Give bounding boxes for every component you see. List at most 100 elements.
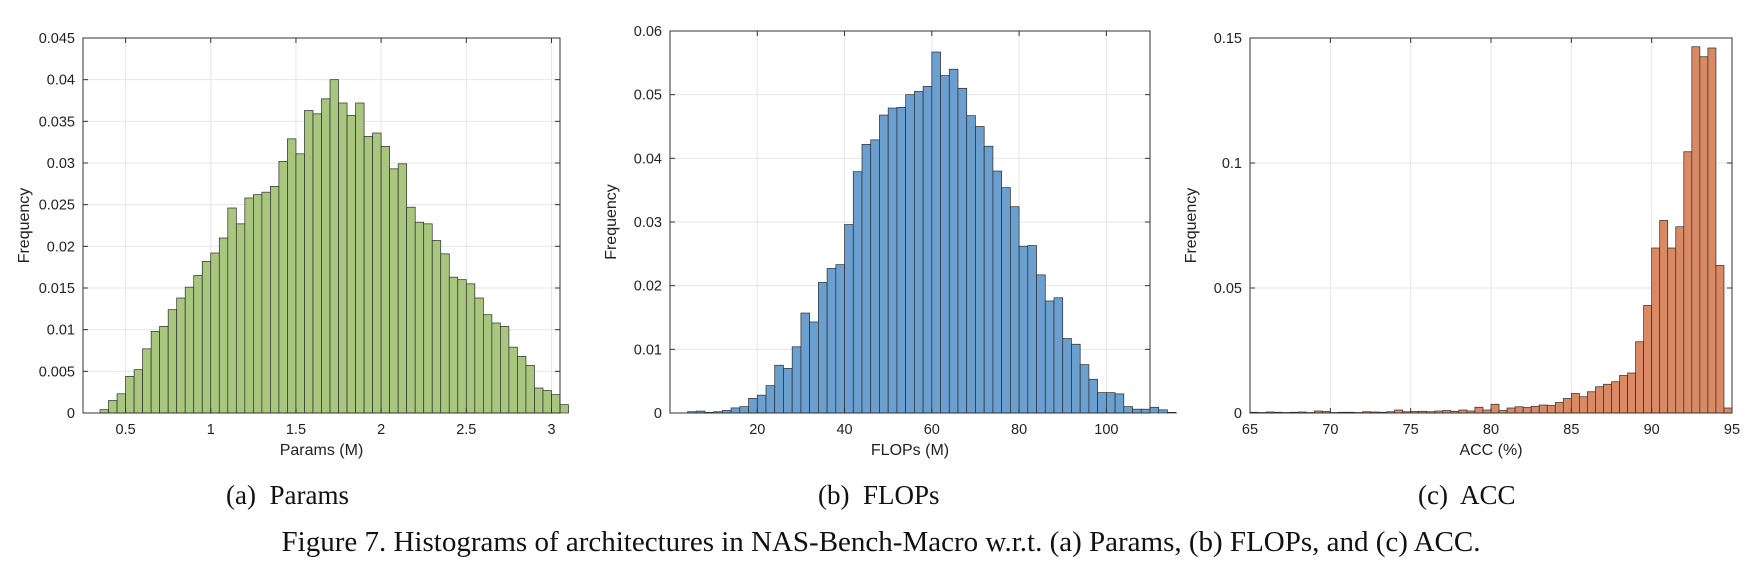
- flops-bar-52: [1140, 408, 1151, 414]
- flops-bar-22: [879, 114, 889, 414]
- params-bar-22: [287, 138, 297, 414]
- flops-bar-51: [1132, 408, 1142, 414]
- acc-bar-51: [1659, 220, 1669, 414]
- acc-bar-30: [1490, 403, 1500, 414]
- flops-bar-11: [783, 368, 793, 414]
- params-bar-28: [338, 102, 348, 414]
- params-bar-27: [329, 79, 339, 414]
- flops-bar-41: [1044, 300, 1055, 414]
- acc-bar-41: [1579, 396, 1588, 414]
- acc-bar-35: [1530, 405, 1540, 414]
- subcaption-params: (a) Params: [226, 480, 349, 510]
- params-bar-48: [508, 346, 518, 414]
- acc-bar-46: [1619, 375, 1628, 414]
- params-bar-30: [355, 102, 365, 414]
- params-xtick-label-0: 0.5: [116, 422, 136, 438]
- acc-xtick-label-4: 85: [1563, 422, 1579, 438]
- params-bar-26: [321, 98, 331, 414]
- params-bar-38: [423, 223, 433, 414]
- flops-bar-18: [844, 224, 854, 414]
- params-bar-54: [559, 404, 569, 414]
- params-bar-23: [295, 153, 305, 414]
- params-bar-10: [184, 286, 195, 414]
- flops-bar-16: [826, 268, 837, 414]
- flops-bar-34: [983, 145, 994, 414]
- flops-bar-5: [730, 407, 741, 414]
- flops-xtick-label-0: 20: [749, 422, 765, 438]
- flops-bar-45: [1079, 364, 1090, 414]
- flops-bar-55: [1167, 412, 1177, 414]
- params-ytick-label-7: 0.035: [39, 114, 75, 130]
- flops-bar-26: [914, 91, 924, 414]
- acc-xtick-label-0: 65: [1242, 422, 1258, 438]
- params-bar-46: [491, 322, 501, 414]
- flops-bar-31: [957, 87, 968, 414]
- params-bar-51: [534, 387, 544, 414]
- acc-bar-47: [1627, 372, 1636, 414]
- flops-bar-44: [1071, 343, 1081, 414]
- flops-bar-20: [861, 143, 872, 414]
- params-bar-5: [142, 348, 152, 414]
- params-bar-19: [261, 191, 271, 414]
- panel-acc: 65 70 75 80 85 90 95 0 0.05 0.1 0.15 ACC (%) Frequen…: [1183, 31, 1740, 459]
- flops-ytick-label-1: 0.01: [634, 342, 662, 358]
- flops-bar-54: [1158, 409, 1168, 414]
- flops-xtick-label-4: 100: [1094, 422, 1118, 438]
- acc-ytick-label-3: 0.15: [1214, 31, 1242, 47]
- flops-bar-39: [1027, 245, 1037, 414]
- params-ylabel: Frequency: [16, 188, 33, 264]
- acc-bar-55: [1691, 46, 1701, 414]
- params-ytick-label-0: 0: [67, 406, 75, 422]
- acc-bar-37: [1546, 405, 1556, 414]
- params-bar-34: [389, 168, 399, 414]
- flops-bar-25: [905, 94, 915, 414]
- flops-bar-24: [896, 107, 906, 414]
- acc-bar-32: [1506, 407, 1516, 414]
- params-bar-4: [133, 369, 143, 414]
- flops-bar-46: [1088, 378, 1098, 414]
- acc-bar-44: [1603, 383, 1612, 414]
- acc-xtick-label-3: 80: [1483, 422, 1499, 438]
- params-bar-35: [397, 163, 408, 414]
- params-xtick-label-2: 1.5: [286, 422, 306, 438]
- acc-bar-49: [1643, 305, 1653, 414]
- params-axes-box: [82, 37, 561, 414]
- params-bar-13: [210, 252, 220, 414]
- figure-caption: Figure 7. Histograms of architectures in…: [281, 526, 1481, 558]
- acc-bar-42: [1587, 391, 1596, 414]
- flops-bar-32: [966, 115, 976, 414]
- acc-bar-56: [1699, 56, 1709, 414]
- flops-bar-48: [1106, 392, 1116, 414]
- params-bar-3: [125, 375, 135, 414]
- acc-bar-53: [1675, 226, 1685, 414]
- subcaption-flops: (b) FLOPs: [818, 480, 940, 510]
- flops-bar-12: [791, 346, 802, 414]
- acc-bar-39: [1562, 398, 1572, 414]
- params-bar-43: [465, 283, 476, 414]
- flops-ytick-label-5: 0.05: [634, 88, 662, 104]
- params-ytick-label-5: 0.025: [39, 198, 75, 214]
- flops-bar-23: [887, 107, 898, 414]
- acc-xlabel: ACC (%): [1459, 442, 1522, 459]
- acc-bar-59: [1723, 407, 1733, 414]
- acc-bar-38: [1554, 402, 1564, 414]
- flops-bar-53: [1149, 406, 1160, 414]
- acc-ytick-label-1: 0.05: [1214, 281, 1242, 297]
- params-ytick-label-4: 0.02: [47, 239, 75, 255]
- flops-xlabel: FLOPs (M): [871, 442, 949, 459]
- flops-bar-35: [992, 170, 1002, 414]
- flops-bar-29: [940, 75, 950, 414]
- params-xtick-label-1: 1: [207, 422, 215, 438]
- flops-bar-30: [948, 68, 959, 414]
- params-bar-24: [304, 110, 314, 414]
- flops-bar-36: [1001, 187, 1011, 414]
- params-xtick-label-5: 3: [547, 422, 555, 438]
- params-bar-42: [457, 279, 467, 414]
- params-ytick-label-6: 0.03: [47, 156, 75, 172]
- params-bar-8: [167, 309, 178, 414]
- acc-bar-28: [1474, 406, 1484, 414]
- params-bar-47: [500, 325, 510, 414]
- params-bar-40: [440, 253, 450, 414]
- params-bar-11: [193, 275, 203, 414]
- params-bar-9: [176, 297, 186, 414]
